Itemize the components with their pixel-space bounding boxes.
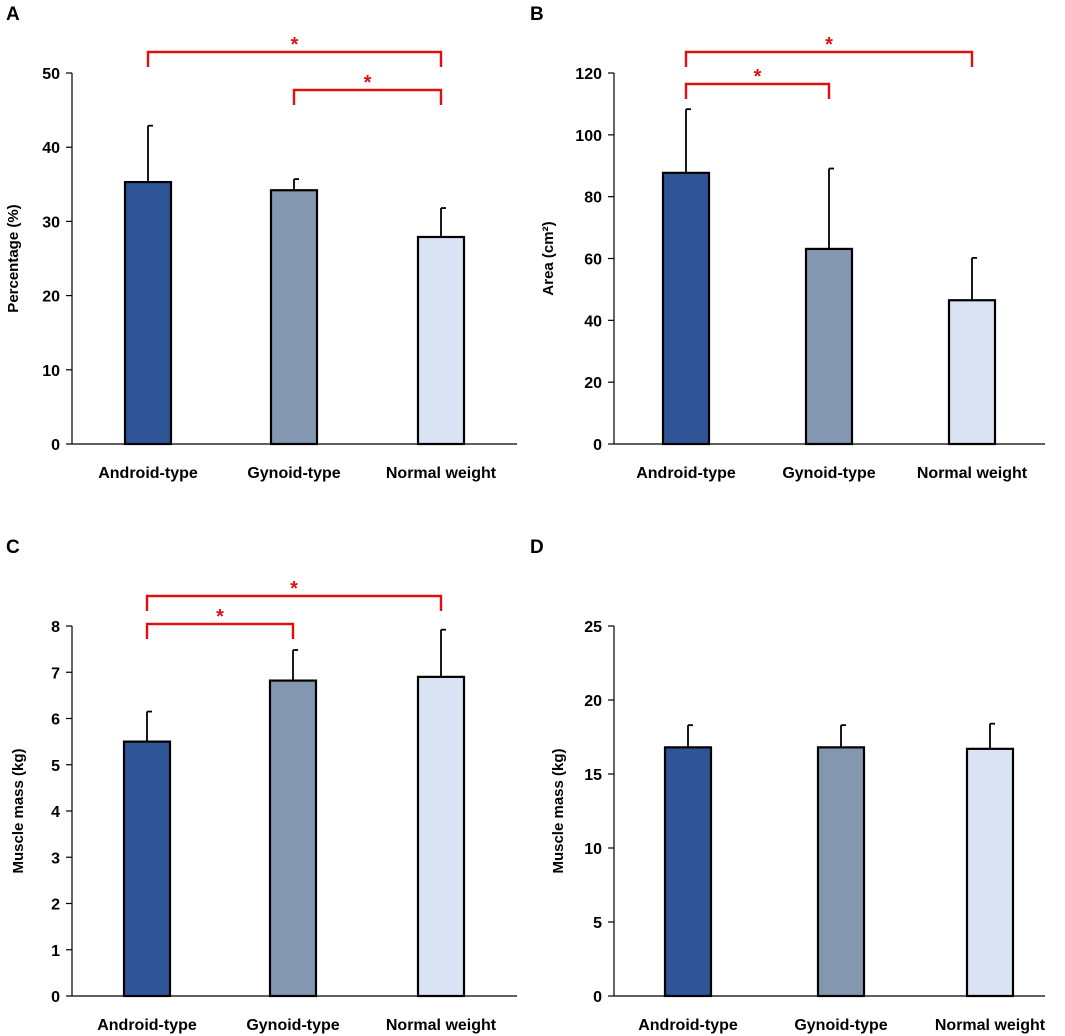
panel-d-category-label: Normal weight: [935, 1017, 1046, 1034]
panel-a-category-label: Normal weight: [386, 465, 497, 482]
panel-b-significance-star: *: [754, 66, 762, 88]
panel-a-y-tick-label: 40: [42, 140, 60, 157]
panel-a-category-label: Android-type: [98, 465, 198, 482]
panel-d-y-tick-label: 25: [584, 619, 602, 636]
panel-b-y-tick-label: 60: [584, 252, 602, 269]
panel-c-y-tick-label: 2: [51, 897, 60, 914]
panel-c-bar-android-type: [122, 740, 172, 998]
panel-b-y-axis-title: Area (cm²): [540, 221, 557, 295]
panel-b-category-label: Gynoid-type: [782, 465, 875, 482]
panel-b-bar-android-type: [661, 171, 711, 446]
panel-a-significance-star: *: [364, 72, 372, 94]
panel-b-y-tick-label: 40: [584, 313, 602, 330]
panel-d-bar-normal-weight: [965, 747, 1015, 998]
panel-b-significance-star: *: [825, 34, 833, 56]
panel-c-category-label: Android-type: [97, 1017, 197, 1034]
panel-b-letter: B: [530, 4, 544, 25]
panel-d-y-tick-label: 0: [593, 989, 602, 1006]
panel-c-y-axis-title: Muscle mass (kg): [10, 748, 27, 873]
panel-b-category-label: Normal weight: [917, 465, 1028, 482]
panel-b-significance-bracket: [684, 82, 831, 99]
panel-d-y-tick-label: 20: [584, 693, 602, 710]
panel-c-y-tick-label: 4: [51, 804, 60, 821]
panel-d-y-tick-label: 10: [584, 841, 602, 858]
panel-d-y-tick-label: 5: [593, 915, 602, 932]
panel-b-y-tick-label: 120: [575, 66, 602, 83]
panel-a-y-tick-label: 20: [42, 289, 60, 306]
panel-b-bar-gynoid-type: [804, 247, 854, 446]
panel-a-y-tick-label: 30: [42, 214, 60, 231]
panel-c-bar-gynoid-type: [268, 679, 318, 998]
panel-d-bar-android-type: [663, 746, 713, 998]
panel-a-category-label: Gynoid-type: [247, 465, 340, 482]
panel-a-significance-bracket: [146, 50, 443, 67]
panel-a-significance-star: *: [291, 34, 299, 56]
panel-c-letter: C: [6, 537, 20, 558]
panel-b-y-tick-label: 100: [575, 128, 602, 145]
panel-c-significance-bracket: [145, 594, 443, 611]
panel-c-y-tick-label: 7: [51, 665, 60, 682]
panel-c-significance-star: *: [216, 606, 224, 628]
panel-c-category-label: Gynoid-type: [246, 1017, 339, 1034]
panel-a-y-tick-label: 0: [51, 437, 60, 454]
panel-d-y-axis-title: Muscle mass (kg): [550, 748, 567, 873]
panel-b-y-tick-label: 20: [584, 375, 602, 392]
panel-a-y-axis-title: Percentage (%): [5, 204, 22, 312]
panel-c-y-tick-label: 6: [51, 712, 60, 729]
panel-a-bar-android-type: [123, 180, 173, 446]
panel-a-y-tick-label: 10: [42, 363, 60, 380]
panel-b-category-label: Android-type: [636, 465, 736, 482]
panel-c-y-tick-label: 5: [51, 758, 60, 775]
panel-d-y-tick-label: 15: [584, 767, 602, 784]
panel-c-significance-star: *: [290, 578, 298, 600]
panel-a-bar-gynoid-type: [269, 189, 319, 446]
panel-c-bar-normal-weight: [416, 675, 466, 998]
panel-d-bar-gynoid-type: [816, 746, 866, 998]
panel-c-significance-bracket: [145, 622, 295, 639]
panel-a-letter: A: [6, 4, 20, 25]
panel-c-category-label: Normal weight: [386, 1017, 497, 1034]
panel-b-y-tick-label: 0: [593, 437, 602, 454]
panel-b-bar-normal-weight: [947, 299, 997, 446]
panel-a-significance-bracket: [292, 88, 443, 105]
panel-d-category-label: Gynoid-type: [794, 1017, 887, 1034]
panel-d-letter: D: [530, 537, 544, 558]
panel-c-y-tick-label: 8: [51, 619, 60, 636]
panel-d-category-label: Android-type: [638, 1017, 738, 1034]
panel-a-bar-normal-weight: [416, 235, 466, 446]
panel-c-y-tick-label: 0: [51, 989, 60, 1006]
panel-c-y-tick-label: 1: [51, 943, 60, 960]
panel-c-y-tick-label: 3: [51, 850, 60, 867]
panel-b-significance-bracket: [684, 50, 974, 67]
panel-b-y-tick-label: 80: [584, 190, 602, 207]
panel-a-y-tick-label: 50: [42, 66, 60, 83]
